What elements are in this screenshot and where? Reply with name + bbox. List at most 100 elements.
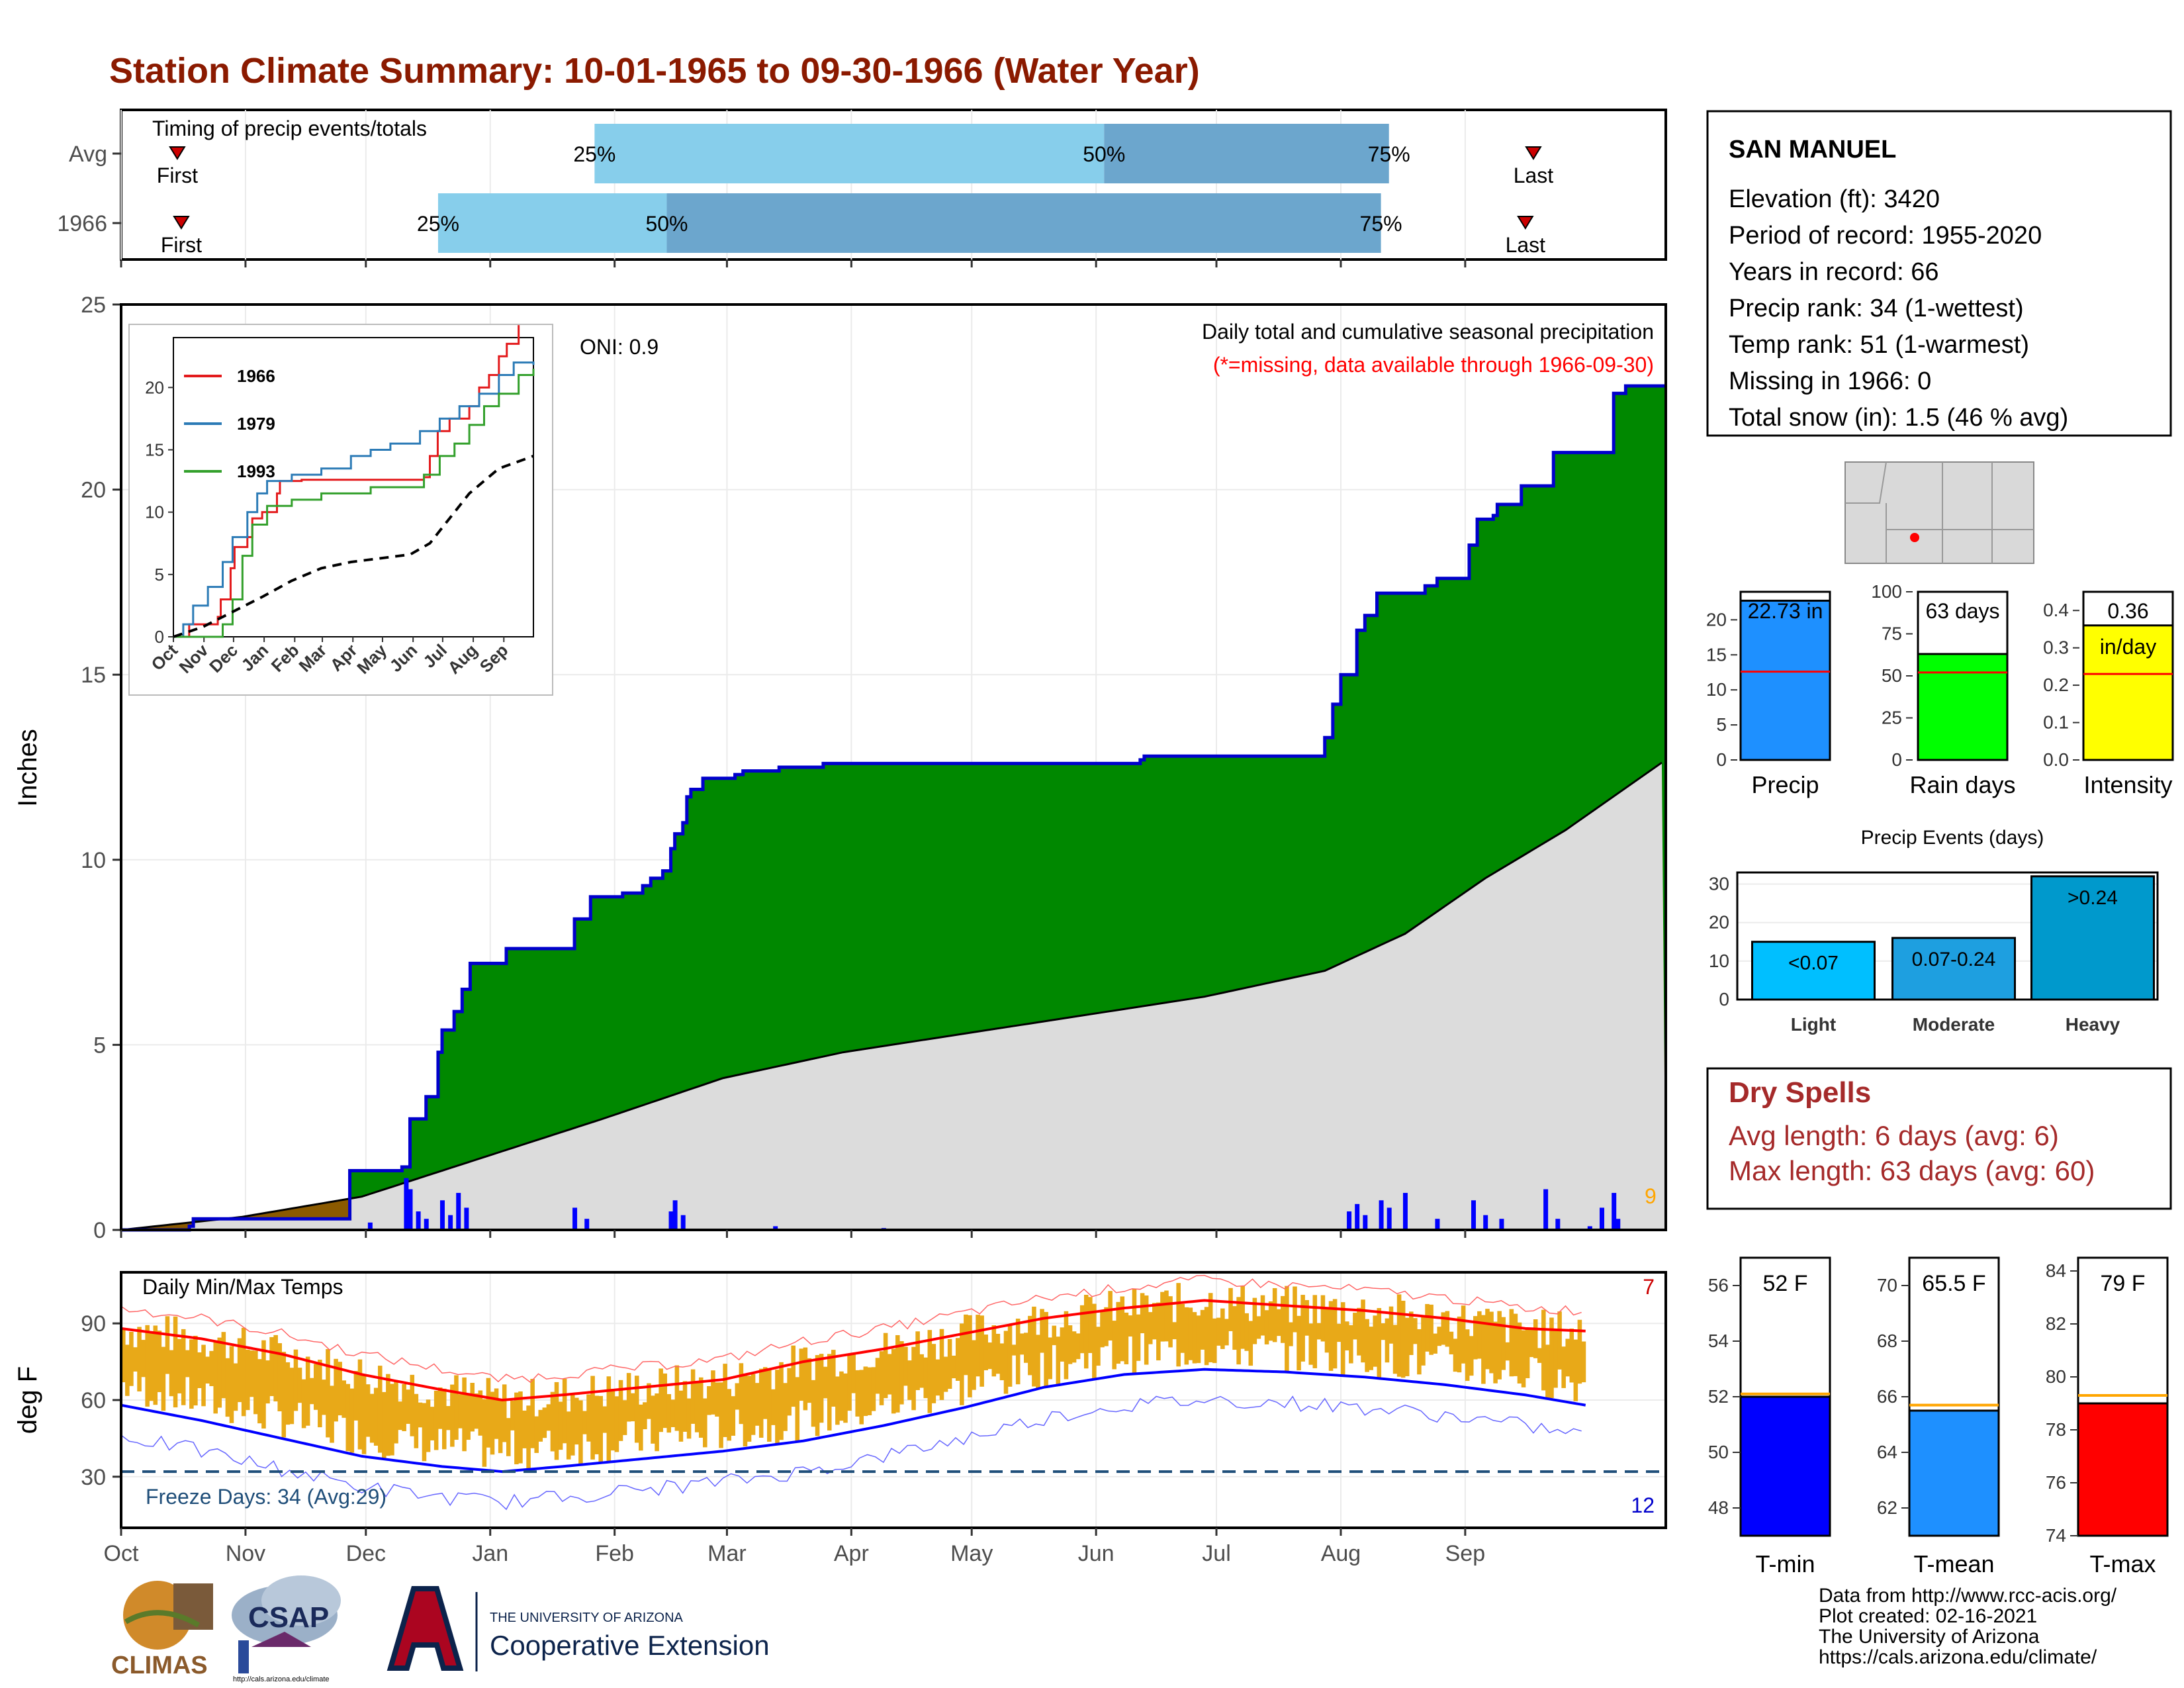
summary-bar-tick: 75 <box>1882 624 1902 644</box>
temp-bar-tick: 84 <box>2046 1260 2066 1281</box>
daily-temp-bar <box>414 1393 419 1448</box>
x-tick-label: Aug <box>1321 1541 1361 1566</box>
daily-temp-bar <box>819 1354 824 1423</box>
daily-temp-bar <box>931 1344 936 1403</box>
daily-temp-bar <box>1312 1295 1318 1368</box>
daily-temp-bar <box>281 1352 287 1438</box>
daily-precip-bar <box>367 1222 373 1230</box>
daily-temp-bar <box>1108 1291 1113 1341</box>
daily-precip-bar <box>1387 1207 1392 1230</box>
daily-temp-bar <box>1204 1307 1209 1366</box>
daily-temp-bar <box>1417 1329 1422 1375</box>
x-tick-label: Jun <box>1078 1541 1115 1566</box>
daily-temp-bar <box>598 1395 603 1462</box>
daily-temp-bar <box>1429 1304 1433 1355</box>
timing-title: Timing of precip events/totals <box>152 117 427 140</box>
daily-temp-bar <box>703 1398 707 1448</box>
daily-temp-bar <box>1272 1288 1277 1342</box>
daily-temp-bar <box>470 1383 475 1432</box>
daily-temp-bar <box>891 1348 896 1414</box>
daily-temp-bar <box>762 1367 768 1419</box>
daily-temp-bar <box>558 1401 563 1450</box>
precip-subtitle: (*=missing, data available through 1966-… <box>1213 353 1654 377</box>
daily-temp-bar <box>1501 1317 1506 1370</box>
timing-bar-50-75 <box>666 193 1381 253</box>
daily-temp-bar <box>995 1333 1001 1374</box>
daily-temp-bar <box>277 1343 282 1412</box>
daily-temp-bar <box>659 1368 663 1432</box>
record-max-line <box>120 1274 1582 1383</box>
daily-precip-bar <box>1347 1211 1352 1230</box>
daily-temp-bar <box>1493 1321 1498 1383</box>
daily-temp-bar <box>1276 1309 1281 1336</box>
daily-temp-bar <box>141 1340 146 1378</box>
daily-temp-bar <box>478 1390 483 1436</box>
daily-temp-bar <box>586 1394 591 1442</box>
daily-temp-bar <box>1509 1309 1514 1377</box>
csap-wordmark: CSAP <box>248 1601 329 1634</box>
avg-min-line <box>120 1368 1586 1474</box>
daily-temp-bar <box>1413 1318 1418 1344</box>
daily-temp-bar <box>682 1381 688 1432</box>
daily-temp-bar <box>382 1391 387 1459</box>
daily-temp-bar <box>253 1350 258 1415</box>
daily-temp-bar <box>1396 1294 1402 1377</box>
daily-temp-bar <box>229 1346 234 1423</box>
daily-temp-bar <box>458 1394 463 1429</box>
daily-temp-bar <box>1404 1317 1410 1376</box>
daily-temp-bar <box>839 1371 844 1421</box>
daily-temp-bar <box>787 1368 792 1416</box>
x-tick-label: Jan <box>472 1541 508 1566</box>
daily-temp-bar <box>626 1373 631 1422</box>
climas-wordmark: CLIMAS <box>111 1652 208 1679</box>
daily-temp-bar <box>189 1339 194 1409</box>
daily-temp-bar <box>490 1391 495 1455</box>
daily-temp-bar <box>647 1383 651 1419</box>
daily-temp-bar <box>907 1360 912 1400</box>
daily-temp-bar <box>386 1374 390 1456</box>
daily-temp-bar <box>373 1387 379 1446</box>
daily-temp-bar <box>446 1406 451 1430</box>
daily-temp-bar <box>1052 1325 1057 1346</box>
daily-temp-bar <box>357 1359 363 1450</box>
daily-temp-bar <box>394 1382 398 1444</box>
daily-precip-bar <box>584 1219 590 1230</box>
daily-temp-bar <box>807 1358 812 1403</box>
daily-temp-bar <box>418 1402 423 1428</box>
summary-bar-label: Rain days <box>1909 771 2015 798</box>
daily-temp-bar <box>1433 1333 1437 1354</box>
events-bar-label: >0.24 <box>2068 887 2118 909</box>
ua-logo: THE UNIVERSITY OF ARIZONA Cooperative Ex… <box>387 1586 770 1671</box>
daily-temp-bar <box>927 1330 933 1413</box>
daily-temp-bar <box>1392 1325 1398 1374</box>
inset-series-1993 <box>173 369 535 638</box>
daily-temp-bar <box>1409 1311 1414 1355</box>
station-line: Missing in 1966: 0 <box>1729 367 1931 395</box>
temp-bars: 52 F T-min 48 50 52 54 56 65.5 F T-mean 62 64 66 68 7… <box>1708 1256 2169 1577</box>
daily-temp-bar <box>1036 1335 1040 1389</box>
legend-label: 1993 <box>237 461 275 481</box>
summary-bar-fill <box>2082 624 2174 761</box>
summary-bar-tick: 0.1 <box>2043 712 2069 733</box>
daily-temp-bar <box>318 1360 322 1428</box>
daily-temp-bar <box>145 1325 150 1407</box>
temp-bar-tick: 70 <box>1877 1275 1897 1295</box>
events-frame <box>1736 871 2159 1001</box>
legend-label: 1979 <box>237 414 275 434</box>
precip-frame <box>120 303 1667 1231</box>
daily-temp-bar <box>1212 1318 1217 1364</box>
daily-temp-bar <box>1541 1309 1546 1391</box>
daily-temp-bar <box>518 1391 523 1464</box>
daily-temp-bar <box>365 1384 371 1437</box>
daily-temp-bar <box>867 1367 872 1415</box>
timing-panel: Timing of precip events/totals Avg 25% 50% 7… <box>57 109 1667 261</box>
daily-temp-bar <box>935 1359 940 1396</box>
dry-spells-avg: Avg length: 6 days (avg: 6) <box>1729 1120 2059 1151</box>
summary-bar-tick: 0.4 <box>2043 600 2069 620</box>
daily-temp-bar <box>1569 1329 1574 1383</box>
summary-bar-tick: 100 <box>1871 581 1902 602</box>
temp-bar-fill <box>1908 1409 2000 1537</box>
x-tick-label: Oct <box>104 1541 139 1566</box>
daily-temp-bar <box>466 1393 471 1440</box>
daily-temp-bar <box>245 1349 250 1411</box>
